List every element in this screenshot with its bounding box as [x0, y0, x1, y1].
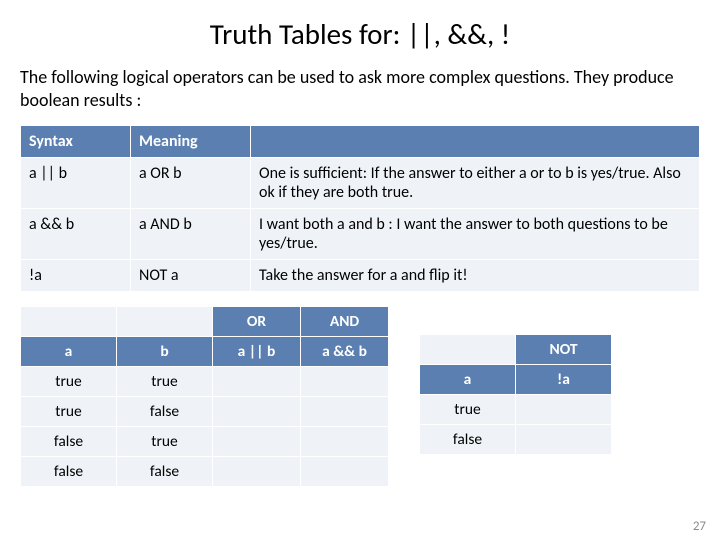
- t2-blank: [117, 307, 213, 337]
- t1-header-meaning: Meaning: [131, 126, 251, 158]
- t1-desc: Take the answer for a and flip it!: [251, 260, 700, 292]
- table-row: true true: [21, 367, 389, 397]
- table-row: !a NOT a Take the answer for a and flip …: [21, 260, 700, 292]
- t2-header-and: a && b: [301, 337, 389, 367]
- t2-a: true: [21, 397, 117, 427]
- t1-syntax: a || b: [21, 158, 131, 209]
- operators-table: Syntax Meaning a || b a OR b One is suff…: [20, 125, 700, 292]
- t3-header-a: a: [420, 365, 516, 395]
- t2-or: [213, 367, 301, 397]
- t3-nota: [516, 425, 612, 455]
- t2-or: [213, 427, 301, 457]
- table-row: true: [420, 395, 612, 425]
- t1-header-blank: [251, 126, 700, 158]
- t2-and: [301, 397, 389, 427]
- t2-a: false: [21, 457, 117, 487]
- t2-top-or: OR: [213, 307, 301, 337]
- slide-number: 27: [693, 519, 706, 534]
- or-and-truth-table: OR AND a b a || b a && b true true true …: [20, 306, 389, 487]
- t1-syntax: !a: [21, 260, 131, 292]
- t2-and: [301, 457, 389, 487]
- t3-a: false: [420, 425, 516, 455]
- t2-header-or: a || b: [213, 337, 301, 367]
- t3-top-not: NOT: [516, 335, 612, 365]
- intro-text: The following logical operators can be u…: [20, 66, 700, 111]
- t3-a: true: [420, 395, 516, 425]
- t2-b: false: [117, 457, 213, 487]
- slide-title: Truth Tables for: ||, &&, !: [20, 16, 700, 52]
- t2-or: [213, 397, 301, 427]
- t2-blank: [21, 307, 117, 337]
- t2-header-a: a: [21, 337, 117, 367]
- t2-and: [301, 427, 389, 457]
- table-row: false true: [21, 427, 389, 457]
- t2-a: true: [21, 367, 117, 397]
- t1-syntax: a && b: [21, 209, 131, 260]
- t2-b: true: [117, 427, 213, 457]
- t2-or: [213, 457, 301, 487]
- table-row: true false: [21, 397, 389, 427]
- not-truth-table: NOT a !a true false: [419, 334, 612, 455]
- t3-header-nota: !a: [516, 365, 612, 395]
- t1-meaning: a OR b: [131, 158, 251, 209]
- table-row: a || b a OR b One is sufficient: If the …: [21, 158, 700, 209]
- t3-blank: [420, 335, 516, 365]
- t2-header-b: b: [117, 337, 213, 367]
- t1-header-syntax: Syntax: [21, 126, 131, 158]
- t2-b: false: [117, 397, 213, 427]
- table-row: false false: [21, 457, 389, 487]
- t1-meaning: a AND b: [131, 209, 251, 260]
- t1-desc: I want both a and b : I want the answer …: [251, 209, 700, 260]
- table-row: false: [420, 425, 612, 455]
- t2-b: true: [117, 367, 213, 397]
- t1-desc: One is sufficient: If the answer to eith…: [251, 158, 700, 209]
- t2-and: [301, 367, 389, 397]
- table-row: a && b a AND b I want both a and b : I w…: [21, 209, 700, 260]
- t2-a: false: [21, 427, 117, 457]
- t1-meaning: NOT a: [131, 260, 251, 292]
- t2-top-and: AND: [301, 307, 389, 337]
- t3-nota: [516, 395, 612, 425]
